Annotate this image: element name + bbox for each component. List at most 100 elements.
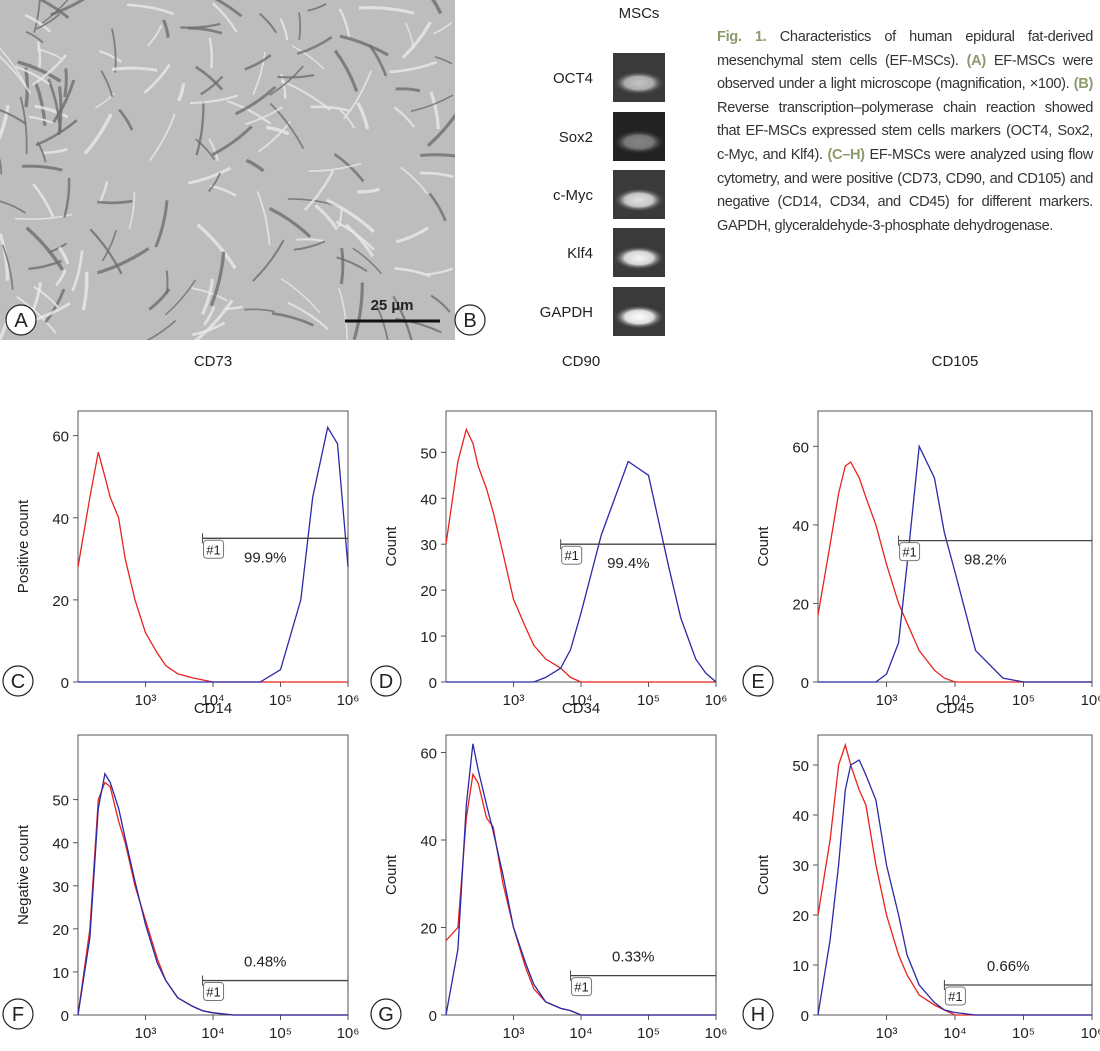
gene-label: Klf4 [567,245,593,262]
cell [393,106,415,128]
cell [36,41,42,70]
cell [338,8,351,37]
cell [401,21,432,59]
gate-label: #1 [564,548,578,563]
gate-percent: 0.33% [612,949,655,966]
cell [256,191,271,246]
histogram-curve [817,742,1092,1016]
x-tick-label: 10⁵ [1012,692,1035,709]
cell [196,223,237,270]
cell [269,65,304,96]
cell [1,244,14,290]
y-axis-label: Count [755,526,772,567]
cell [345,223,375,258]
cell [252,239,285,282]
plot-frame [817,410,1093,683]
cell [63,177,71,218]
cell [0,55,32,95]
gel-band [613,71,665,95]
cell [101,229,117,262]
chart-title: CD45 [936,700,974,717]
gate-tag [571,977,593,997]
gene-label: OCT4 [553,70,593,87]
y-tick-label: 10 [52,965,69,982]
cell [177,83,186,102]
histogram-curve [446,460,717,683]
caption-text: EF-MSCs were analyzed using flow cytomet… [717,146,1093,234]
cell [126,3,175,16]
cell [203,305,216,326]
cell [420,153,455,158]
gate-label: #1 [902,545,916,560]
cell [165,270,169,295]
cell [395,87,421,93]
histogram: CD34 Count 0 20 40 60 10³ 10⁴ 10⁵ 10⁶ #1 0.33% G [370,700,728,1042]
cell [307,2,327,12]
cell [162,19,170,38]
y-axis-label: Negative count [15,824,32,925]
y-tick-label: 20 [420,921,437,938]
y-axis-label: Count [383,854,400,895]
panel-badge [2,998,34,1030]
y-tick-label: 20 [420,583,437,600]
cell [33,81,47,126]
cell [389,60,438,74]
cell [298,12,302,40]
cell [195,138,216,160]
cell [293,240,326,251]
cell [303,170,335,211]
y-tick-label: 0 [429,675,437,692]
cell [333,49,359,92]
gate-percent: 0.66% [987,958,1030,975]
panel-badge [370,665,402,697]
cell [34,104,69,119]
cell [0,157,3,175]
y-tick-label: 40 [52,511,69,528]
y-tick-label: 30 [792,858,809,875]
cell [118,108,134,131]
cell [434,56,453,65]
plots: CD73 Positive count 0 20 40 60 10³ 10⁴ 10⁵ 10⁶ #1 9… [2,353,1100,1042]
y-tick-label: 30 [420,537,437,554]
cell [431,0,443,15]
x-tick-label: 10⁴ [569,1025,592,1042]
y-tick-label: 10 [420,629,437,646]
cell [291,45,325,70]
gate-percent: 99.9% [244,549,287,566]
cell [55,269,67,287]
cell [164,279,197,316]
y-tick-label: 40 [420,491,437,508]
cell [429,91,440,130]
cell [279,18,289,41]
histogram-curve [445,743,716,1016]
cell [83,113,113,155]
cell [430,294,451,313]
cell [25,30,44,44]
cell [16,295,57,334]
cell [352,247,383,275]
y-tick-label: 0 [429,1008,437,1025]
cell [128,192,136,230]
cell [191,287,228,302]
histogram: CD45 Count 0 10 20 30 40 50 10³ 10⁴ 10⁵ 10⁶ #1 0.66% H [742,700,1100,1042]
x-tick-label: 10⁶ [337,692,360,709]
panel-badge [2,665,34,697]
y-tick-label: 30 [52,879,69,896]
cell [280,278,321,314]
histogram: CD105 Count 0 20 40 60 10³ 10⁴ 10⁵ 10⁶ #1 98.2% E [742,353,1100,709]
cell [15,65,51,86]
panel-label: C [11,671,25,693]
histogram-curve [445,427,716,683]
cell [32,183,55,218]
y-tick-label: 40 [792,808,809,825]
cell [147,24,163,47]
x-tick-label: 10⁶ [705,1025,728,1042]
x-tick-label: 10⁵ [637,692,660,709]
panel-label: H [751,1004,765,1026]
y-tick-label: 60 [792,439,809,456]
x-tick-label: 10⁴ [943,692,966,709]
panel-label: B [463,310,476,332]
x-tick-label: 10⁶ [1081,1025,1100,1042]
cell [0,47,27,86]
cell [143,64,171,94]
